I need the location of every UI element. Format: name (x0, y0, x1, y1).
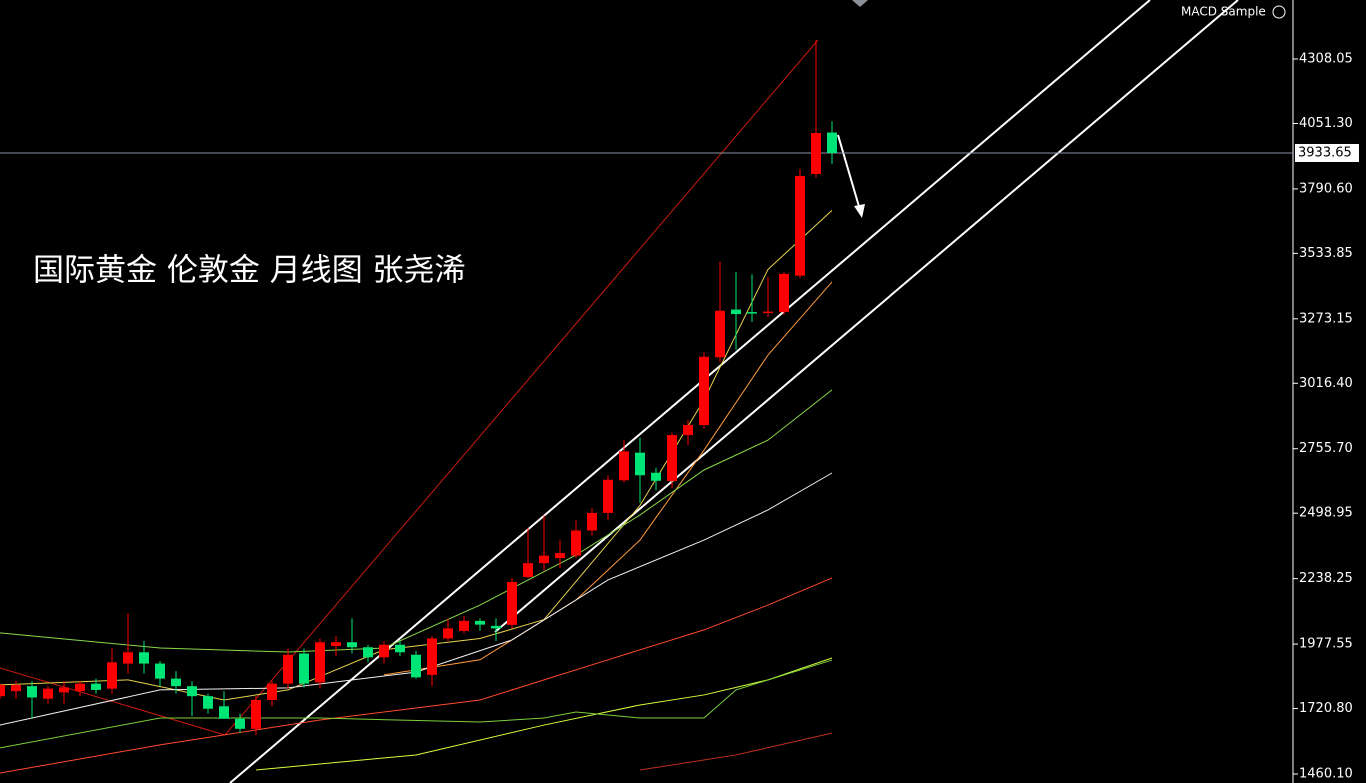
candle-body (731, 309, 741, 315)
candle-body (0, 684, 5, 697)
y-tick-label: 2498.95 (1299, 506, 1353, 521)
candle-body (427, 638, 437, 675)
candle-body (123, 652, 133, 664)
candle-body (827, 132, 837, 153)
candle-body (43, 688, 53, 699)
y-tick-label: 4051.30 (1299, 116, 1353, 131)
candle-body (331, 642, 341, 646)
y-tick-label: 3016.40 (1299, 376, 1353, 391)
candle-body (59, 687, 69, 693)
moving-average (0, 472, 833, 726)
candle-body (27, 686, 37, 698)
moving-average (0, 577, 833, 774)
candle-body (683, 425, 693, 436)
candle-body (811, 133, 821, 174)
moving-average (0, 389, 833, 653)
candle-body (379, 644, 389, 658)
candle-body (267, 683, 277, 700)
y-tick-label: 4308.05 (1299, 51, 1353, 66)
y-tick-label: 3790.60 (1299, 181, 1353, 196)
candle-body (347, 642, 357, 648)
indicator-icon (1272, 5, 1286, 19)
candle-body (11, 684, 21, 692)
candle-body (299, 653, 309, 684)
candle-body (395, 644, 405, 653)
candle-body (795, 175, 805, 276)
trend-line (0, 667, 226, 736)
candle-body (779, 273, 789, 313)
y-tick-label: 2755.70 (1299, 441, 1353, 456)
candle-body (539, 555, 549, 564)
candle-body (507, 581, 517, 625)
channel-line (494, 0, 1239, 633)
candle-body (235, 718, 245, 729)
candle-body (411, 654, 421, 678)
candle-body (443, 628, 453, 639)
candle-body (699, 356, 709, 426)
candle-body (523, 563, 533, 577)
y-tick-label: 1460.10 (1299, 766, 1353, 781)
candle-body (283, 654, 293, 684)
candle-body (619, 451, 629, 481)
candle-body (219, 706, 229, 719)
candle-body (139, 652, 149, 664)
y-tick-label: 3273.15 (1299, 311, 1353, 326)
candle-body (587, 512, 597, 531)
arrow-head (854, 204, 865, 218)
price-label: 3933.65 (1298, 145, 1352, 160)
candle-body (715, 310, 725, 358)
candle-body (667, 435, 677, 482)
y-tick-label: 1720.80 (1299, 701, 1353, 716)
candle-body (603, 479, 613, 513)
chart-title: 国际黄金 伦敦金 月线图 张尧浠 (33, 253, 466, 289)
price-label-box (1295, 143, 1359, 162)
candle-body (251, 699, 261, 729)
y-tick-label: 3533.85 (1299, 246, 1353, 261)
candle-body (459, 620, 469, 631)
candle-body (475, 620, 485, 625)
y-tick-label: 2238.25 (1299, 571, 1353, 586)
candle-body (363, 647, 373, 658)
candle-body (171, 678, 181, 687)
candle-body (763, 311, 773, 314)
candle-body (107, 662, 117, 689)
candle-body (635, 452, 645, 476)
candle-body (187, 686, 197, 697)
moving-average (383, 281, 833, 676)
candle-body (155, 663, 165, 679)
y-tick-label: 1977.55 (1299, 637, 1353, 652)
candle-body (91, 683, 101, 690)
indicator-label: MACD Sample (1181, 5, 1266, 19)
candle-body (315, 642, 325, 683)
candle-body (491, 625, 501, 629)
candle-body (747, 312, 757, 314)
candle-body (555, 553, 565, 559)
trend-line (224, 39, 819, 736)
candle-body (203, 696, 213, 709)
arrow (837, 134, 861, 211)
moving-average (639, 732, 833, 771)
candle-body (571, 530, 581, 556)
candle-body (75, 683, 85, 692)
marker (852, 0, 868, 7)
candle-body (651, 472, 661, 481)
